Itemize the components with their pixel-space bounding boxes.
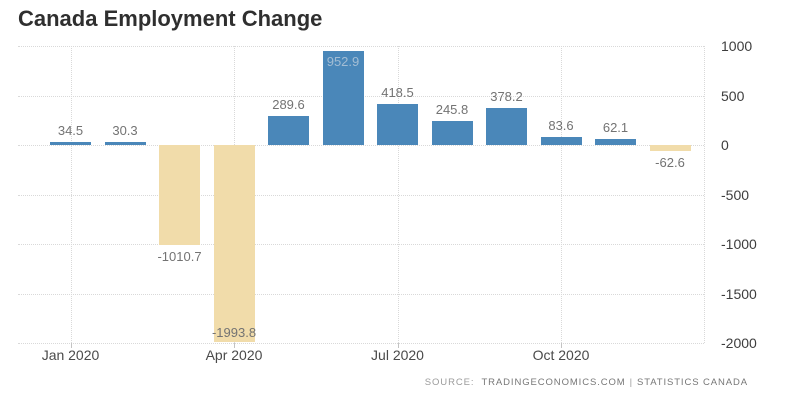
x-gridline bbox=[561, 46, 562, 343]
bar-value-label: 289.6 bbox=[272, 97, 305, 113]
x-gridline bbox=[397, 46, 399, 343]
bar-sep-2020[interactable] bbox=[486, 107, 527, 145]
source-attribution: SOURCE: TRADINGECONOMICS.COM | STATISTICS … bbox=[425, 377, 748, 388]
x-gridline bbox=[70, 46, 72, 343]
x-axis-tick-mark bbox=[70, 343, 72, 348]
bar-value-label: 952.9 bbox=[326, 53, 360, 69]
y-gridline bbox=[18, 293, 704, 295]
bar-value-label: 378.2 bbox=[490, 88, 523, 104]
y-axis-tick-label: -2000 bbox=[721, 335, 757, 351]
y-axis-tick-label: -500 bbox=[721, 186, 750, 203]
bar-jul-2020[interactable] bbox=[377, 103, 418, 145]
chart-title: Canada Employment Change bbox=[18, 6, 323, 31]
bar-value-label: -62.6 bbox=[655, 155, 685, 171]
y-gridline bbox=[18, 244, 704, 245]
bar-value-label: 418.5 bbox=[381, 84, 414, 100]
bar-value-label: -1993.8 bbox=[211, 325, 257, 341]
y-axis-tick-label: 0 bbox=[721, 137, 729, 153]
y-axis-tick-label: -1000 bbox=[721, 236, 757, 252]
source-separator: | bbox=[629, 377, 633, 388]
bar-mar-2020[interactable] bbox=[159, 145, 200, 246]
bar-feb-2020[interactable] bbox=[104, 142, 146, 145]
source-site-label: TRADINGECONOMICS.COM bbox=[481, 377, 626, 388]
x-axis-tick-mark bbox=[234, 343, 235, 348]
bar-oct-2020[interactable] bbox=[540, 136, 582, 145]
bar-value-label: 62.1 bbox=[602, 119, 629, 135]
x-axis-tick-label: Jan 2020 bbox=[41, 347, 100, 363]
bar-aug-2020[interactable] bbox=[431, 120, 473, 145]
y-axis-tick-label: 500 bbox=[721, 87, 745, 104]
bar-nov-2020[interactable] bbox=[595, 138, 636, 145]
y-gridline bbox=[18, 194, 704, 196]
bar-value-label: 34.5 bbox=[57, 122, 84, 138]
bar-value-label: 245.8 bbox=[435, 101, 469, 117]
source-prefix-label: SOURCE: bbox=[424, 377, 475, 388]
bar-may-2020[interactable] bbox=[268, 116, 309, 145]
bar-value-label: 30.3 bbox=[112, 123, 138, 138]
y-gridline bbox=[18, 46, 704, 47]
x-axis-tick-label: Apr 2020 bbox=[205, 347, 263, 363]
x-gridline bbox=[704, 46, 705, 343]
y-gridline bbox=[18, 145, 704, 146]
x-axis-tick-label: Oct 2020 bbox=[532, 347, 590, 363]
bar-apr-2020[interactable] bbox=[213, 145, 255, 343]
x-axis-tick-mark bbox=[561, 343, 562, 348]
source-provider-label: STATISTICS CANADA bbox=[636, 377, 748, 388]
bar-dec-2020[interactable] bbox=[649, 145, 691, 152]
x-axis-tick-label: Jul 2020 bbox=[371, 347, 424, 363]
x-axis-tick-mark bbox=[397, 343, 399, 348]
y-gridline bbox=[18, 343, 704, 344]
bar-jun-2020[interactable] bbox=[322, 50, 364, 145]
bar-value-label: -1010.7 bbox=[157, 249, 202, 265]
bar-value-label: 83.6 bbox=[548, 117, 574, 133]
bar-jan-2020[interactable] bbox=[50, 141, 91, 145]
y-axis-tick-label: 1000 bbox=[721, 38, 753, 54]
y-axis-tick-label: -1500 bbox=[721, 285, 757, 302]
